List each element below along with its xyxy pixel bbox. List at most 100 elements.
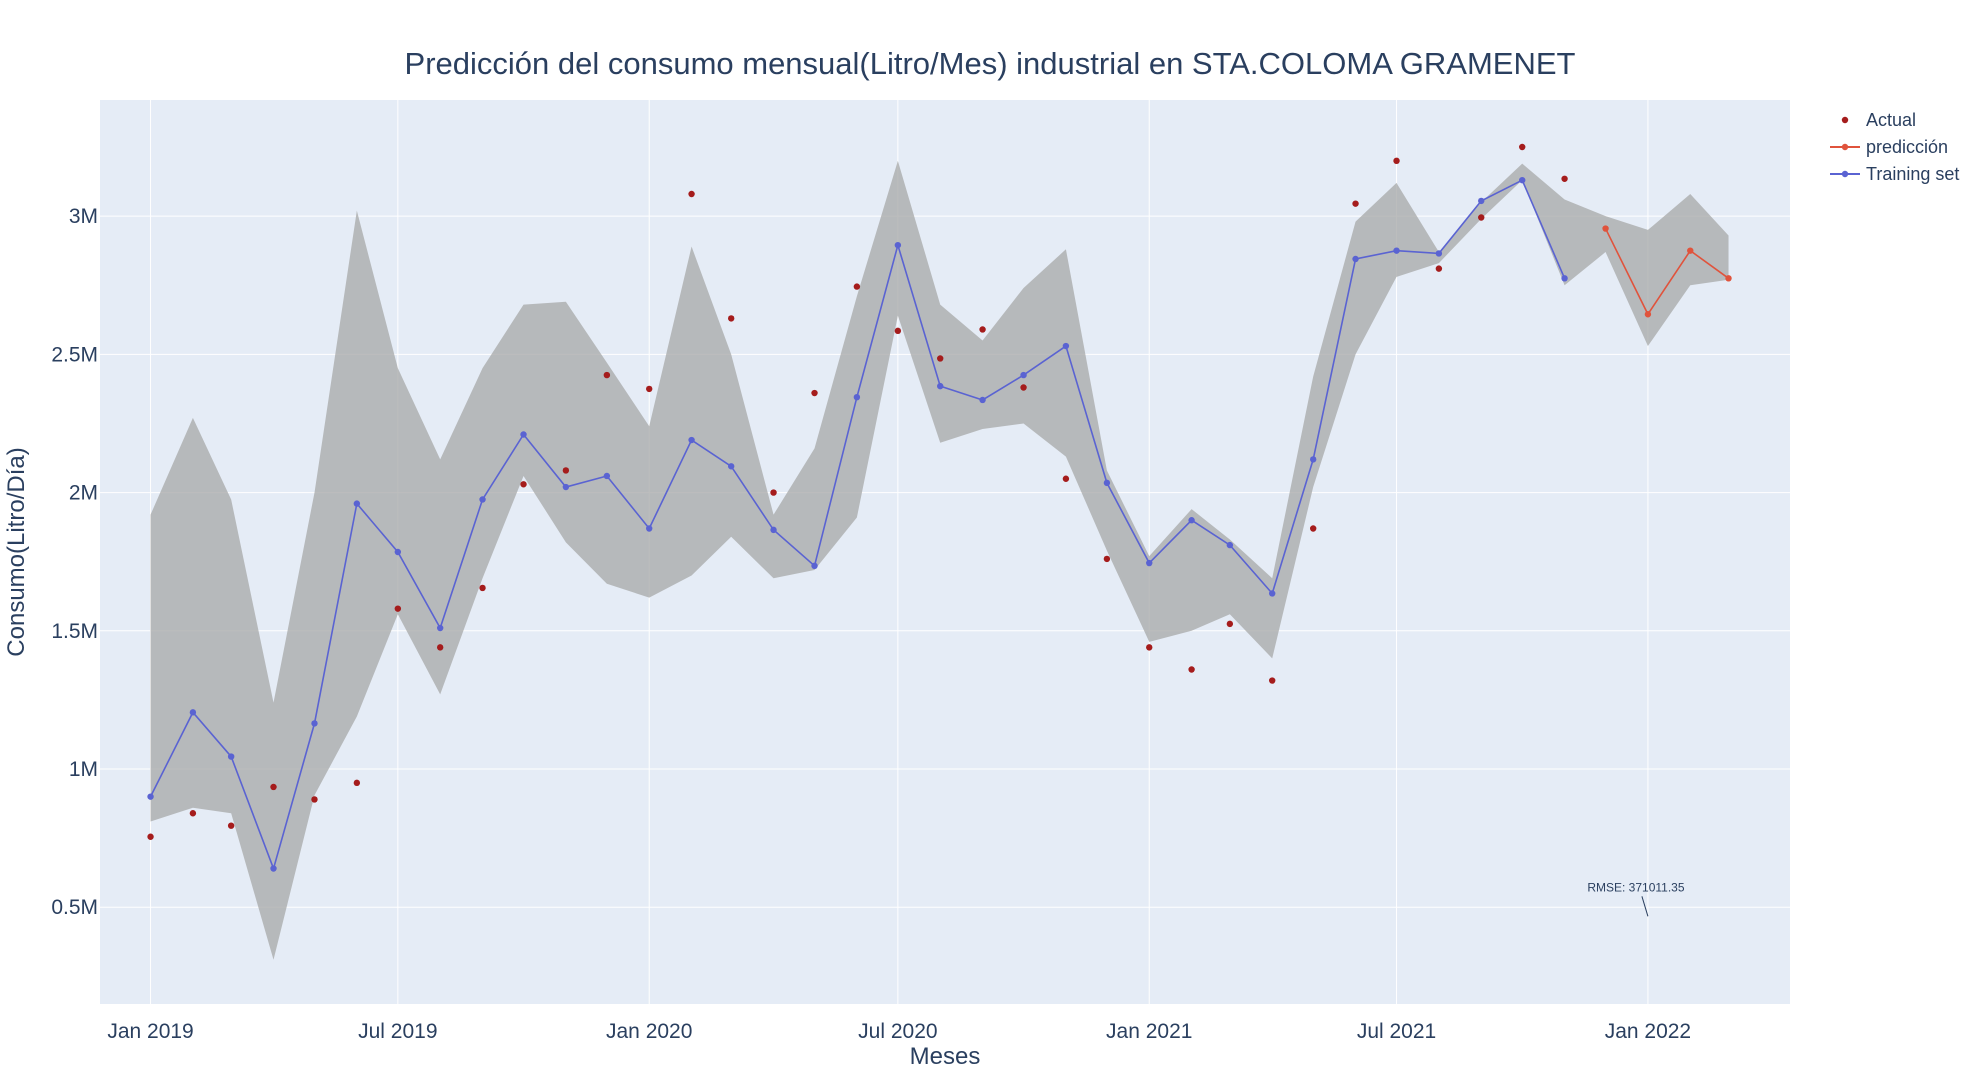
data-point: [937, 382, 944, 390]
y-axis-title: Consumo(Litro/Día): [3, 447, 30, 656]
annotation-arrow: [1641, 896, 1649, 917]
data-point: [1103, 479, 1111, 487]
data-point: [811, 389, 818, 397]
data-point: [1226, 541, 1234, 549]
data-point: [853, 283, 861, 290]
data-point: [646, 385, 653, 393]
data-point: [227, 753, 235, 760]
y-tick-label: 1.5M: [51, 620, 98, 643]
data-point: [1309, 456, 1317, 463]
legend-label: predicción: [1866, 137, 1948, 157]
data-point: [147, 833, 154, 840]
data-point: [1393, 247, 1400, 254]
data-point: [1020, 371, 1027, 379]
y-tick-label: 3M: [69, 205, 98, 228]
data-point: [353, 500, 361, 507]
series-line: [1604, 228, 1729, 316]
chart-title: Predicción del consumo mensual(Litro/Mes…: [405, 46, 1576, 81]
data-point: [1725, 275, 1732, 282]
data-point: [520, 431, 527, 438]
data-point: [562, 467, 570, 474]
y-tick-label: 0.5M: [51, 896, 98, 919]
x-tick-label: Jul 2021: [1357, 1020, 1436, 1043]
data-point: [1478, 214, 1485, 221]
data-point: [979, 326, 986, 333]
data-point: [688, 436, 695, 444]
x-tick-label: Jul 2019: [358, 1020, 437, 1043]
x-tick-label: Jan 2019: [107, 1020, 193, 1043]
data-point: [1561, 175, 1568, 182]
data-point: [189, 810, 197, 817]
data-point: [1146, 559, 1153, 567]
x-tick-label: Jul 2020: [858, 1020, 937, 1043]
data-point: [603, 371, 611, 379]
x-axis-title: Meses: [910, 1043, 981, 1070]
legend-swatch-marker: [1841, 116, 1849, 124]
data-point: [1188, 517, 1195, 524]
data-point: [1269, 590, 1276, 597]
data-point: [894, 241, 902, 249]
data-point: [770, 489, 777, 496]
data-point: [1352, 255, 1359, 263]
data-point: [1435, 265, 1443, 272]
series-actual: [147, 143, 1568, 840]
series-training-set: [147, 176, 1568, 872]
data-point: [1226, 620, 1234, 628]
data-point: [1644, 311, 1652, 318]
legend-item[interactable]: predicción: [1830, 137, 1948, 157]
y-tick-label: 2.5M: [51, 343, 98, 366]
annotation-text: RMSE: 371011.35: [1587, 880, 1684, 894]
data-point: [436, 644, 444, 651]
data-point: [227, 822, 235, 829]
data-point: [1519, 176, 1526, 184]
data-point: [894, 327, 902, 335]
data-point: [1435, 250, 1443, 257]
legend-item[interactable]: Actual: [1841, 110, 1916, 130]
data-point: [436, 624, 444, 632]
data-point: [603, 472, 611, 480]
data-point: [811, 562, 818, 570]
data-point: [311, 796, 318, 803]
data-point: [1269, 677, 1276, 684]
data-point: [1478, 197, 1485, 205]
data-point: [1393, 157, 1400, 165]
x-tick-label: Jan 2022: [1605, 1020, 1691, 1043]
data-point: [479, 584, 486, 592]
x-tick-labels: Jan 2019 Jul 2019 Jan 2020 Jul 2020 Jan 2021…: [107, 1020, 1691, 1043]
data-point: [1020, 384, 1027, 391]
data-point: [1103, 555, 1111, 563]
rmse-annotation: RMSE: 371011.35: [1587, 880, 1685, 917]
data-point: [394, 605, 402, 612]
data-point: [1602, 225, 1609, 232]
data-point: [147, 793, 154, 800]
data-point: [1687, 247, 1694, 254]
legend[interactable]: Actual predicción Training set: [1830, 110, 1959, 184]
data-point: [853, 393, 861, 401]
data-point: [646, 525, 653, 532]
legend-item[interactable]: Training set: [1830, 164, 1959, 184]
data-point: [562, 483, 570, 491]
data-point: [770, 526, 777, 534]
y-tick-labels: 0.5M 1M 1.5M 2M 2.5M 3M: [51, 205, 98, 919]
data-point: [688, 190, 695, 198]
legend-swatch-marker: [1841, 143, 1849, 151]
data-point: [353, 779, 361, 787]
data-point: [189, 709, 197, 716]
data-point: [479, 496, 486, 503]
data-point: [311, 720, 318, 727]
data-point: [1352, 200, 1359, 207]
data-point: [1519, 143, 1526, 151]
data-point: [394, 548, 402, 556]
data-point: [1146, 644, 1153, 651]
legend-swatch-marker: [1841, 170, 1849, 178]
legend-label: Actual: [1866, 110, 1916, 130]
data-point: [1188, 666, 1195, 673]
data-point: [270, 783, 277, 791]
data-point: [1062, 475, 1070, 482]
data-point: [937, 355, 944, 362]
x-tick-label: Jan 2020: [606, 1020, 692, 1043]
series-prediccion: [1602, 225, 1732, 318]
data-point: [1309, 525, 1317, 532]
x-tick-label: Jan 2021: [1106, 1020, 1192, 1043]
